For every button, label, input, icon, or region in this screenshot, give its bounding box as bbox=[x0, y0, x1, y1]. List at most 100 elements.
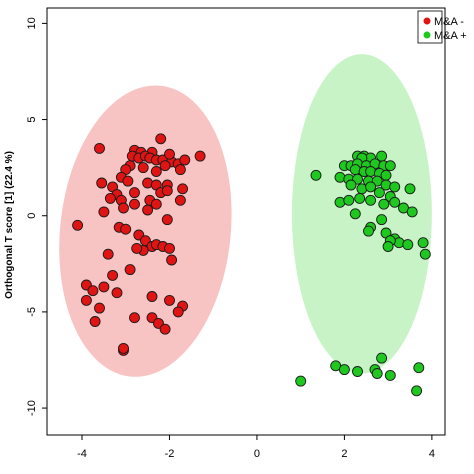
point-series-1 bbox=[131, 242, 143, 254]
point-series-2 bbox=[382, 241, 394, 252]
y-axis: -10 -5 0 5 10 bbox=[26, 17, 47, 416]
y-axis-title: Orthogonal T score [1] (22.4 %) bbox=[4, 151, 15, 299]
point-series-1 bbox=[129, 312, 140, 324]
point-series-1 bbox=[72, 219, 84, 231]
point-series-1 bbox=[80, 294, 92, 306]
point-series-2 bbox=[310, 169, 322, 181]
x-axis: -4 -2 0 2 4 bbox=[77, 435, 435, 460]
point-series-2 bbox=[352, 366, 363, 377]
data-points bbox=[72, 133, 431, 397]
legend-marker-series-1 bbox=[423, 17, 431, 25]
point-series-2 bbox=[365, 166, 377, 177]
point-series-1 bbox=[142, 204, 154, 216]
point-series-2 bbox=[354, 192, 366, 204]
point-series-2 bbox=[365, 181, 377, 193]
point-series-1 bbox=[111, 287, 123, 299]
point-series-2 bbox=[417, 237, 429, 249]
point-series-1 bbox=[164, 242, 175, 254]
point-series-1 bbox=[159, 160, 171, 172]
y-tick-label: 5 bbox=[26, 116, 38, 122]
point-series-2 bbox=[376, 214, 388, 226]
point-series-2 bbox=[345, 179, 357, 191]
y-tick-label: -5 bbox=[26, 307, 38, 317]
point-series-2 bbox=[413, 362, 425, 374]
point-series-2 bbox=[371, 368, 383, 379]
confidence-ellipses bbox=[59, 54, 432, 377]
point-series-1 bbox=[94, 142, 105, 154]
point-series-2 bbox=[343, 194, 355, 206]
point-series-1 bbox=[104, 192, 116, 204]
point-series-1 bbox=[150, 198, 162, 210]
point-series-2 bbox=[380, 169, 392, 181]
point-series-1 bbox=[150, 166, 162, 177]
point-series-1 bbox=[174, 164, 186, 176]
point-series-2 bbox=[363, 225, 374, 237]
point-series-1 bbox=[107, 269, 119, 281]
point-series-1 bbox=[129, 187, 140, 199]
legend-box bbox=[417, 10, 443, 44]
point-series-1 bbox=[177, 183, 189, 195]
point-series-1 bbox=[102, 248, 114, 260]
point-series-1 bbox=[129, 198, 140, 210]
point-series-1 bbox=[159, 323, 171, 335]
x-tick-label: -2 bbox=[165, 448, 175, 460]
point-series-2 bbox=[349, 208, 361, 220]
plot-frame bbox=[46, 7, 446, 436]
point-series-1 bbox=[174, 194, 186, 206]
point-series-2 bbox=[338, 364, 350, 376]
point-series-1 bbox=[118, 202, 129, 214]
point-series-1 bbox=[155, 133, 167, 145]
legend-marker-series-2 bbox=[423, 31, 431, 39]
point-series-2 bbox=[389, 181, 401, 193]
point-series-1 bbox=[137, 162, 149, 174]
y-tick-label: 10 bbox=[26, 17, 38, 29]
point-series-1 bbox=[146, 291, 158, 302]
point-series-1 bbox=[122, 175, 134, 187]
x-tick-label: 0 bbox=[254, 448, 260, 460]
point-series-1 bbox=[166, 254, 178, 266]
point-series-2 bbox=[404, 183, 416, 195]
point-series-2 bbox=[384, 160, 396, 172]
point-series-1 bbox=[89, 316, 101, 327]
point-series-2 bbox=[389, 196, 401, 208]
point-series-1 bbox=[98, 206, 110, 218]
point-series-2 bbox=[295, 375, 307, 387]
point-series-1 bbox=[118, 342, 129, 354]
point-series-1 bbox=[164, 148, 175, 160]
point-series-2 bbox=[365, 194, 377, 206]
point-series-1 bbox=[161, 214, 173, 226]
point-series-1 bbox=[120, 223, 132, 235]
point-series-1 bbox=[194, 150, 206, 162]
point-series-2 bbox=[378, 198, 390, 210]
point-series-1 bbox=[179, 154, 191, 166]
legend: M&A - M&A + bbox=[417, 10, 467, 44]
point-series-2 bbox=[402, 239, 414, 251]
point-series-1 bbox=[87, 285, 99, 297]
point-series-2 bbox=[334, 171, 346, 183]
point-series-2 bbox=[334, 196, 346, 208]
point-series-1 bbox=[96, 177, 108, 189]
point-series-2 bbox=[349, 164, 361, 176]
legend-label-series-1: M&A - bbox=[434, 16, 464, 28]
point-series-1 bbox=[161, 185, 173, 197]
legend-label-series-2: M&A + bbox=[434, 30, 467, 42]
point-series-1 bbox=[164, 294, 175, 306]
y-tick-label: 0 bbox=[26, 213, 38, 219]
point-series-2 bbox=[373, 187, 385, 199]
point-series-2 bbox=[384, 369, 396, 381]
point-series-2 bbox=[419, 248, 431, 260]
x-tick-label: 2 bbox=[341, 448, 347, 460]
y-tick-label: -10 bbox=[26, 400, 38, 416]
ellipse-series-1 bbox=[59, 85, 232, 377]
x-tick-label: -4 bbox=[77, 448, 87, 460]
point-series-1 bbox=[124, 264, 136, 276]
point-series-1 bbox=[172, 306, 184, 318]
point-series-2 bbox=[376, 352, 388, 364]
point-series-1 bbox=[98, 281, 110, 293]
point-series-1 bbox=[94, 302, 105, 314]
x-tick-label: 4 bbox=[429, 448, 435, 460]
point-series-2 bbox=[411, 385, 423, 397]
ellipse-series-2 bbox=[291, 54, 432, 374]
point-series-2 bbox=[406, 206, 418, 218]
